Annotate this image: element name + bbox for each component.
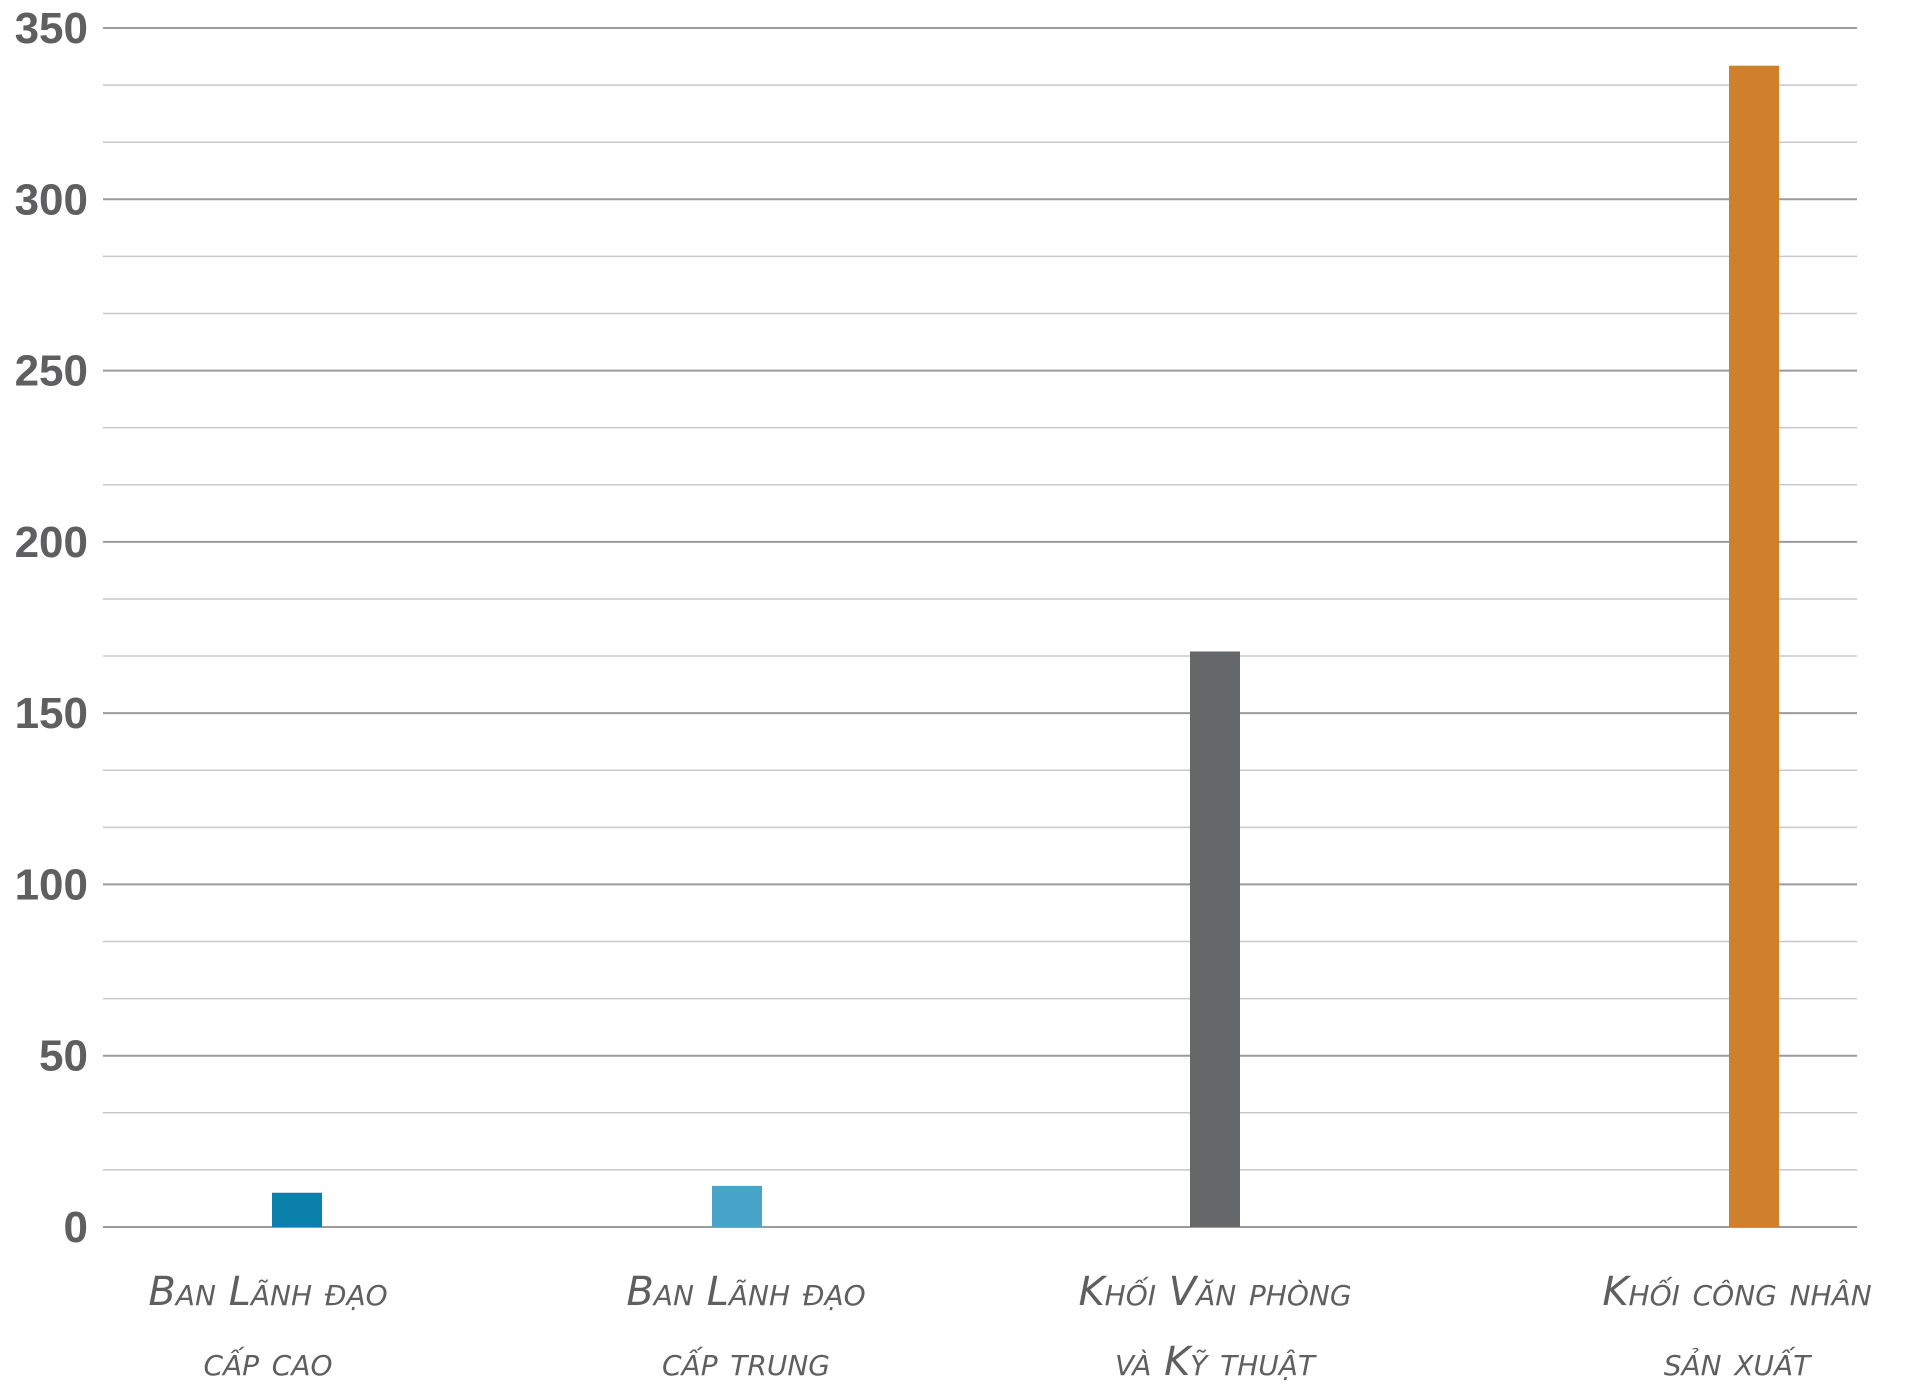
y-tick-label: 300 bbox=[15, 175, 88, 224]
x-tick-label: Ban Lãnh đạo bbox=[626, 1269, 865, 1315]
bar bbox=[1190, 651, 1240, 1227]
y-tick-label: 150 bbox=[15, 689, 88, 738]
y-tick-label: 50 bbox=[39, 1032, 88, 1081]
y-tick-label: 100 bbox=[15, 860, 88, 909]
y-tick-label: 350 bbox=[15, 4, 88, 53]
x-tick-label: cấp trung bbox=[662, 1339, 830, 1385]
bars bbox=[272, 65, 1779, 1227]
bar bbox=[1729, 65, 1779, 1227]
y-tick-label: 0 bbox=[64, 1203, 88, 1252]
y-axis: 0 50 100 150 200 250 300 350 bbox=[15, 4, 88, 1252]
bar bbox=[712, 1185, 762, 1227]
x-tick-label: Ban Lãnh đạo bbox=[148, 1269, 387, 1315]
x-tick-label: sản xuất bbox=[1664, 1339, 1812, 1385]
y-tick-label: 200 bbox=[15, 518, 88, 567]
bar bbox=[272, 1192, 322, 1227]
x-tick-label: Khối Văn phòng bbox=[1078, 1269, 1351, 1315]
gridlines bbox=[103, 27, 1857, 1228]
x-tick-label: và Kỹ thuật bbox=[1115, 1339, 1317, 1385]
x-tick-label: cấp cao bbox=[203, 1339, 332, 1385]
x-tick-label: Khối công nhân bbox=[1602, 1269, 1871, 1315]
y-tick-label: 250 bbox=[15, 347, 88, 396]
x-axis: Ban Lãnh đạo cấp cao Ban Lãnh đạo cấp trung… bbox=[148, 1269, 1871, 1385]
